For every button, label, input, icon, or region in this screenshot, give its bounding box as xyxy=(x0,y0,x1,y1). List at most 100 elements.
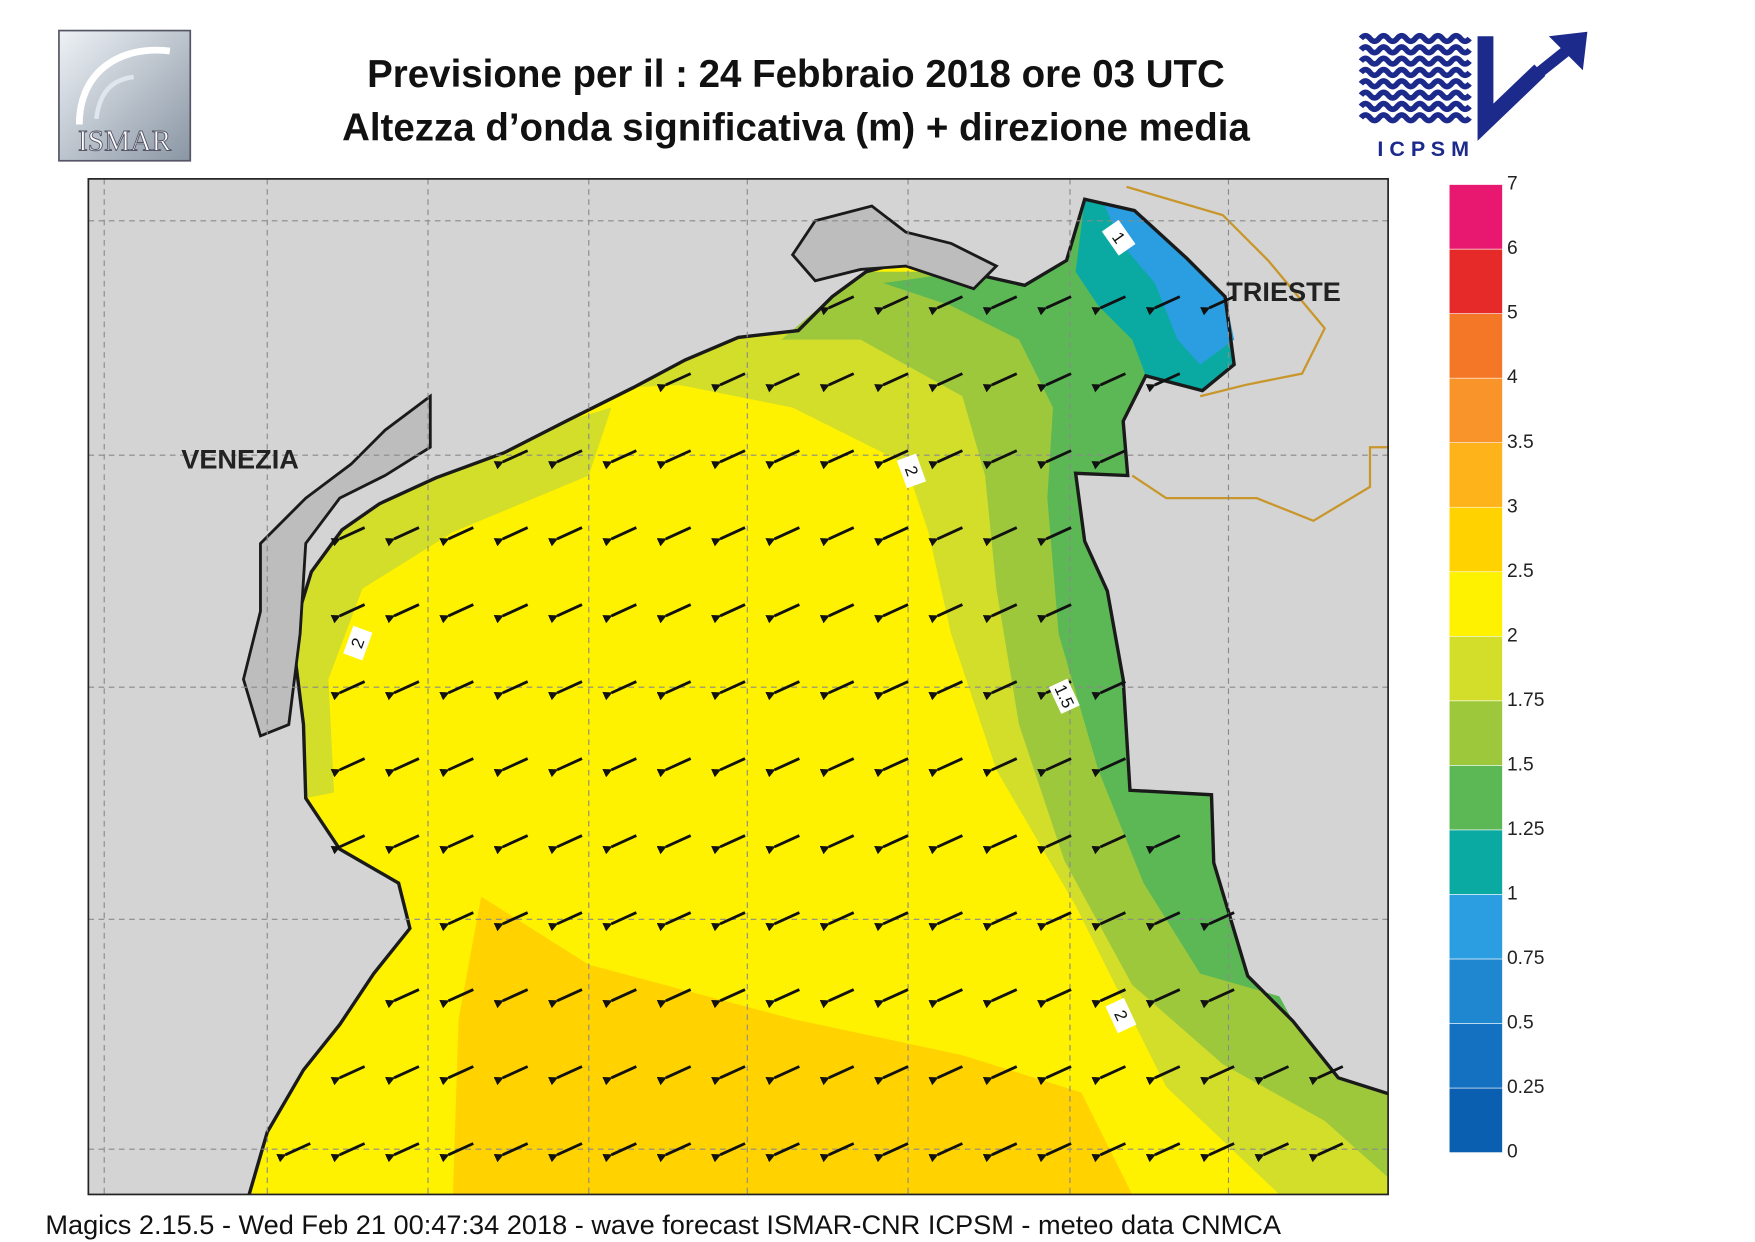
wave-direction-arrow xyxy=(656,988,692,1009)
wave-direction-arrow xyxy=(548,603,583,624)
colorbar-tick-label: 1 xyxy=(1507,883,1518,904)
logo-text: ISMAR xyxy=(78,126,172,158)
wave-direction-arrow xyxy=(1254,1142,1290,1163)
wave-direction-arrow xyxy=(602,449,637,470)
colorbar-band xyxy=(1448,636,1503,702)
wave-direction-arrow xyxy=(874,449,909,470)
wave-direction-arrow xyxy=(1037,1065,1072,1086)
wave-direction-arrow xyxy=(982,911,1018,932)
colorbar-tick-label: 1.25 xyxy=(1507,819,1544,840)
wave-direction-arrow xyxy=(439,911,474,932)
wave-direction-arrow xyxy=(602,834,637,855)
wave-direction-arrow xyxy=(1145,372,1181,393)
colorbar-tick-label: 6 xyxy=(1507,238,1518,259)
wave-direction-arrow xyxy=(1200,1142,1235,1163)
colorbar-band xyxy=(1448,571,1503,637)
wave-direction-arrow xyxy=(711,526,746,547)
wave-direction-arrow xyxy=(1091,757,1127,778)
wave-direction-arrow xyxy=(602,526,637,547)
contour-label-box: 2 xyxy=(1105,997,1137,1034)
wave-direction-arrow xyxy=(330,757,366,778)
colorbar-tick-label: 1.5 xyxy=(1507,754,1534,775)
wave-direction-arrow xyxy=(656,1065,692,1086)
logo-wave xyxy=(1358,44,1472,56)
colorbar-band xyxy=(1448,377,1503,443)
wave-direction-arrow xyxy=(384,757,420,778)
wave-direction-arrow xyxy=(928,911,963,932)
wave-direction-arrow xyxy=(765,1142,800,1163)
wave-direction-arrow xyxy=(928,988,963,1009)
wave-direction-arrow xyxy=(711,449,746,470)
wave-direction-arrow xyxy=(982,1142,1018,1163)
wave-direction-arrow xyxy=(656,757,692,778)
contour-label-bg xyxy=(896,453,927,489)
wave-direction-arrow xyxy=(656,372,692,393)
wave-direction-arrow xyxy=(548,988,583,1009)
wave-direction-arrow xyxy=(874,295,909,316)
wave-direction-arrow xyxy=(711,372,746,393)
wave-direction-arrow xyxy=(982,526,1018,547)
colorbar-band xyxy=(1448,829,1503,895)
wave-direction-arrow xyxy=(1091,449,1127,470)
colorbar-band xyxy=(1448,1023,1503,1089)
wave-direction-arrow xyxy=(982,449,1018,470)
wave-direction-arrow xyxy=(874,757,909,778)
wave-direction-arrow xyxy=(602,911,637,932)
wave-direction-arrow xyxy=(1091,295,1127,316)
wave-direction-arrow xyxy=(928,295,963,316)
colorbar-tick-label: 3.5 xyxy=(1507,432,1534,453)
wave-direction-arrow xyxy=(384,680,420,701)
wave-direction-arrow xyxy=(928,1065,963,1086)
wave-direction-arrow xyxy=(982,1065,1018,1086)
contour-label-bg xyxy=(1048,678,1080,714)
wave-direction-arrow xyxy=(656,911,692,932)
wave-direction-arrow xyxy=(330,1065,366,1086)
wave-direction-arrow xyxy=(765,911,800,932)
wave-zone xyxy=(292,407,612,799)
city-label: TRIESTE xyxy=(1226,276,1341,307)
logo-wave xyxy=(1358,32,1472,45)
wave-zone xyxy=(452,896,1133,1195)
wave-direction-arrow xyxy=(711,757,746,778)
wave-direction-arrow xyxy=(1037,295,1072,316)
wave-direction-arrow xyxy=(819,680,855,701)
wave-direction-arrow xyxy=(711,988,746,1009)
wave-direction-arrow xyxy=(819,526,855,547)
wave-direction-arrow xyxy=(1037,603,1072,624)
wave-direction-arrow xyxy=(493,757,529,778)
wave-direction-arrow xyxy=(982,834,1018,855)
wave-direction-arrow xyxy=(928,757,963,778)
wave-direction-arrow xyxy=(1145,295,1181,316)
wave-direction-arrow xyxy=(493,988,529,1009)
wave-direction-arrow xyxy=(819,911,855,932)
wave-direction-arrow xyxy=(874,911,909,932)
colorbar-tick-label: 0.75 xyxy=(1507,948,1544,969)
wave-direction-arrow xyxy=(819,1065,855,1086)
wave-direction-arrow xyxy=(656,526,692,547)
wave-direction-arrow xyxy=(1200,295,1235,316)
wave-direction-arrow xyxy=(1037,757,1072,778)
wave-direction-arrow xyxy=(928,834,963,855)
colorbar-band xyxy=(1448,700,1503,766)
wave-direction-arrow xyxy=(1091,1065,1127,1086)
wave-direction-arrow xyxy=(874,834,909,855)
wave-direction-arrow xyxy=(330,1142,366,1163)
wave-direction-arrow xyxy=(711,680,746,701)
colorbar-tick-label: 2.5 xyxy=(1507,561,1534,582)
colorbar-tick-label: 3 xyxy=(1507,496,1518,517)
wave-direction-arrow xyxy=(874,1142,909,1163)
wave-direction-arrow xyxy=(711,834,746,855)
wave-direction-arrow xyxy=(330,526,366,547)
wave-direction-arrow xyxy=(982,988,1018,1009)
wave-direction-arrow xyxy=(330,834,366,855)
colorbar-band xyxy=(1448,313,1503,379)
wave-direction-arrow xyxy=(982,680,1018,701)
wave-direction-arrow xyxy=(548,1142,583,1163)
wave-direction-arrow xyxy=(602,1065,637,1086)
wave-direction-arrow xyxy=(765,757,800,778)
title-line-2: Altezza d’onda significativa (m) + direz… xyxy=(342,106,1250,149)
colorbar-tick-label: 2 xyxy=(1507,625,1518,646)
logo-ismar: ISMAR xyxy=(58,29,192,162)
wave-direction-arrow xyxy=(384,1142,420,1163)
